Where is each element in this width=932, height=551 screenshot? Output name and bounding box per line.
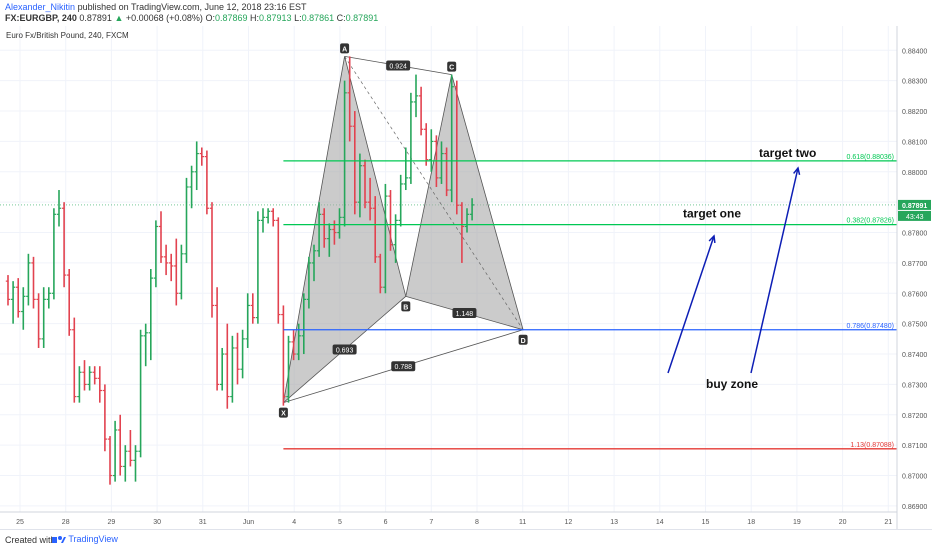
last-price-marker bbox=[898, 199, 931, 210]
pattern-point-marker bbox=[447, 61, 457, 72]
close-value: 0.87891 bbox=[345, 13, 379, 23]
time-tick-label: 20 bbox=[839, 519, 847, 526]
price-tick-label: 0.88000 bbox=[902, 170, 927, 177]
price-tick-label: 0.87300 bbox=[902, 382, 927, 389]
target-one-label: target one bbox=[683, 207, 741, 221]
ratio-label: 0.693 bbox=[336, 347, 354, 354]
fib-levels: 0.618(0.88036) 0.382(0.87826) 0.786(0.8748… bbox=[283, 154, 897, 450]
tradingview-logo[interactable]: TradingView bbox=[52, 534, 118, 544]
high-value: 0.87913 bbox=[259, 13, 292, 23]
price-tick-label: 0.88300 bbox=[902, 79, 927, 86]
countdown-marker bbox=[898, 210, 931, 221]
time-tick-label: 18 bbox=[747, 519, 755, 526]
pattern-point-marker bbox=[278, 407, 288, 418]
time-tick-label: 28 bbox=[62, 519, 70, 526]
price-chart[interactable]: X A B C D 0.924 0.693 0.788 1.148 0.618(0.88036)… bbox=[0, 26, 932, 529]
time-tick-label: 8 bbox=[475, 519, 479, 526]
published-text: published on TradingView.com, June 12, 2… bbox=[77, 2, 307, 12]
symbol-interval: FX:EURGBP, 240 bbox=[5, 13, 77, 23]
fib-level-label: 1.13(0.87088) bbox=[850, 442, 894, 449]
buy-zone-label: buy zone bbox=[706, 377, 758, 391]
high-label: H: bbox=[250, 13, 260, 23]
price-tick-label: 0.87700 bbox=[902, 261, 927, 268]
fib-level-label: 0.786(0.87480) bbox=[847, 323, 894, 330]
time-tick-label: 12 bbox=[565, 519, 573, 526]
time-tick-label: 13 bbox=[610, 519, 618, 526]
close-label: C: bbox=[336, 13, 346, 23]
low-value: 0.87861 bbox=[301, 13, 335, 23]
ratio-label: 0.788 bbox=[394, 364, 412, 371]
pattern-point-marker bbox=[401, 301, 411, 312]
pattern-point-label: A bbox=[342, 46, 347, 53]
fib-level-label: 0.618(0.88036) bbox=[847, 154, 894, 161]
ratio-marker bbox=[391, 361, 416, 372]
fib-level-label: 0.382(0.87826) bbox=[847, 218, 894, 225]
symbol-line: FX:EURGBP, 240 0.87891 ▲ +0.00068 (+0.08… bbox=[5, 13, 378, 23]
time-tick-label: 14 bbox=[656, 519, 664, 526]
arrow-to-target-one-head bbox=[708, 234, 716, 244]
time-tick-label: 5 bbox=[338, 519, 342, 526]
chart-header: Alexander_Nikitin published on TradingVi… bbox=[0, 0, 932, 26]
price-tick-label: 0.87600 bbox=[902, 291, 927, 298]
last-price: 0.87891 bbox=[79, 13, 112, 23]
arrow-to-target-two bbox=[750, 167, 799, 374]
time-tick-label: 19 bbox=[793, 519, 801, 526]
target-two-label: target two bbox=[759, 146, 816, 160]
price-tick-label: 0.88100 bbox=[902, 139, 927, 146]
time-tick-label: 15 bbox=[702, 519, 710, 526]
time-tick-label: 7 bbox=[429, 519, 433, 526]
author-link[interactable]: Alexander_Nikitin bbox=[5, 2, 76, 12]
time-tick-label: 31 bbox=[199, 519, 207, 526]
arrow-to-target-two-head bbox=[793, 166, 801, 175]
price-tick-label: 0.87200 bbox=[902, 413, 927, 420]
change-up-icon: ▲ bbox=[114, 13, 124, 23]
pattern-ad-dashed-line bbox=[344, 56, 524, 330]
publish-line: Alexander_Nikitin published on TradingVi… bbox=[5, 2, 307, 12]
candles bbox=[5, 56, 475, 485]
price-change: +0.00068 (+0.08%) bbox=[125, 13, 203, 23]
price-tick-label: 0.86900 bbox=[902, 504, 927, 511]
open-value: 0.87869 bbox=[214, 13, 248, 23]
time-tick-label: 6 bbox=[384, 519, 388, 526]
countdown-label: 43:43 bbox=[906, 214, 924, 221]
price-tick-label: 0.87800 bbox=[902, 231, 927, 238]
time-tick-label: 25 bbox=[16, 519, 24, 526]
time-tick-label: 21 bbox=[884, 519, 892, 526]
time-tick-label: 30 bbox=[153, 519, 161, 526]
time-tick-label: 4 bbox=[292, 519, 296, 526]
time-tick-label: 11 bbox=[519, 519, 526, 526]
ratio-label: 0.924 bbox=[389, 63, 407, 70]
footer: Created with TradingView bbox=[0, 529, 932, 551]
price-tick-label: 0.87400 bbox=[902, 352, 927, 359]
ratio-marker bbox=[386, 60, 411, 71]
pattern-point-marker bbox=[340, 43, 350, 54]
ratio-label: 1.148 bbox=[456, 311, 474, 318]
harmonic-pattern: X A B C D 0.924 0.693 0.788 1.148 bbox=[278, 43, 528, 418]
tradingview-brand: TradingView bbox=[68, 534, 118, 544]
price-tick-label: 0.87100 bbox=[902, 443, 927, 450]
open-label: O: bbox=[205, 13, 215, 23]
low-label: L: bbox=[294, 13, 302, 23]
chart-area[interactable]: X A B C D 0.924 0.693 0.788 1.148 0.618(0.88036)… bbox=[0, 26, 932, 529]
price-tick-label: 0.88400 bbox=[902, 48, 927, 55]
last-price-label: 0.87891 bbox=[902, 203, 927, 210]
axes: Euro Fx/British Pound, 240, FXCM 0.88400… bbox=[0, 26, 931, 529]
pattern-point-label: C bbox=[449, 65, 454, 72]
pattern-point-label: D bbox=[521, 338, 526, 345]
annotations: target two target one buy zone bbox=[667, 146, 816, 391]
pattern-point-label: X bbox=[281, 411, 286, 418]
tradingview-icon bbox=[52, 536, 66, 544]
price-tick-label: 0.88200 bbox=[902, 109, 927, 116]
pattern-point-marker bbox=[518, 334, 528, 345]
pattern-point-label: B bbox=[403, 304, 408, 311]
time-tick-label: 29 bbox=[108, 519, 116, 526]
arrow-to-target-one bbox=[667, 235, 715, 374]
created-with: Created with bbox=[5, 535, 56, 545]
chart-title: Euro Fx/British Pound, 240, FXCM bbox=[6, 31, 129, 40]
price-tick-label: 0.87500 bbox=[902, 322, 927, 329]
ratio-marker bbox=[332, 344, 357, 355]
price-tick-label: 0.87000 bbox=[902, 474, 927, 481]
time-tick-label: Jun bbox=[243, 519, 254, 526]
ratio-marker bbox=[452, 308, 477, 319]
